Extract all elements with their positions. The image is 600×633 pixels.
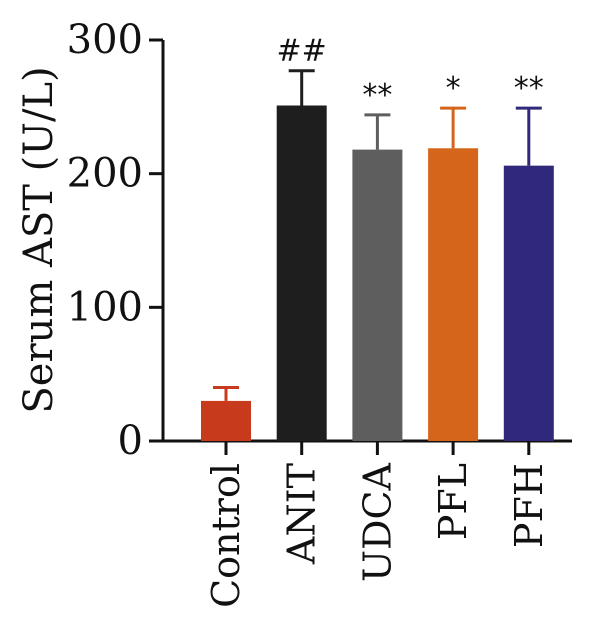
error-bars: [213, 69, 542, 401]
bar: [276, 105, 327, 441]
x-tick-label: PFL: [431, 463, 475, 540]
significance-mark: *: [446, 71, 461, 106]
bars: [201, 105, 554, 441]
significance-annotations: ##** * **: [277, 34, 544, 113]
bar: [201, 400, 251, 441]
x-tick-label: UDCA: [355, 462, 399, 582]
significance-mark: ##: [277, 34, 327, 69]
y-axis-label: Serum AST (U/L): [16, 66, 62, 413]
x-tick-label: Control: [204, 463, 248, 608]
significance-mark: **: [514, 71, 544, 106]
y-tick-label: 200: [67, 151, 143, 197]
y-tick-label: 300: [67, 17, 143, 63]
bar: [503, 165, 554, 441]
y-tick-label: 100: [67, 284, 143, 330]
y-axis: 0 100 200 300: [67, 17, 165, 464]
x-tick-label: ANIT: [280, 463, 324, 565]
bar: [352, 149, 403, 441]
x-axis: Control ANIT UDCA PFL PFH: [163, 439, 572, 608]
x-tick-label: PFH: [507, 463, 551, 548]
y-tick-label: 0: [118, 418, 143, 464]
bar: [428, 148, 479, 441]
significance-mark: **: [362, 78, 392, 113]
